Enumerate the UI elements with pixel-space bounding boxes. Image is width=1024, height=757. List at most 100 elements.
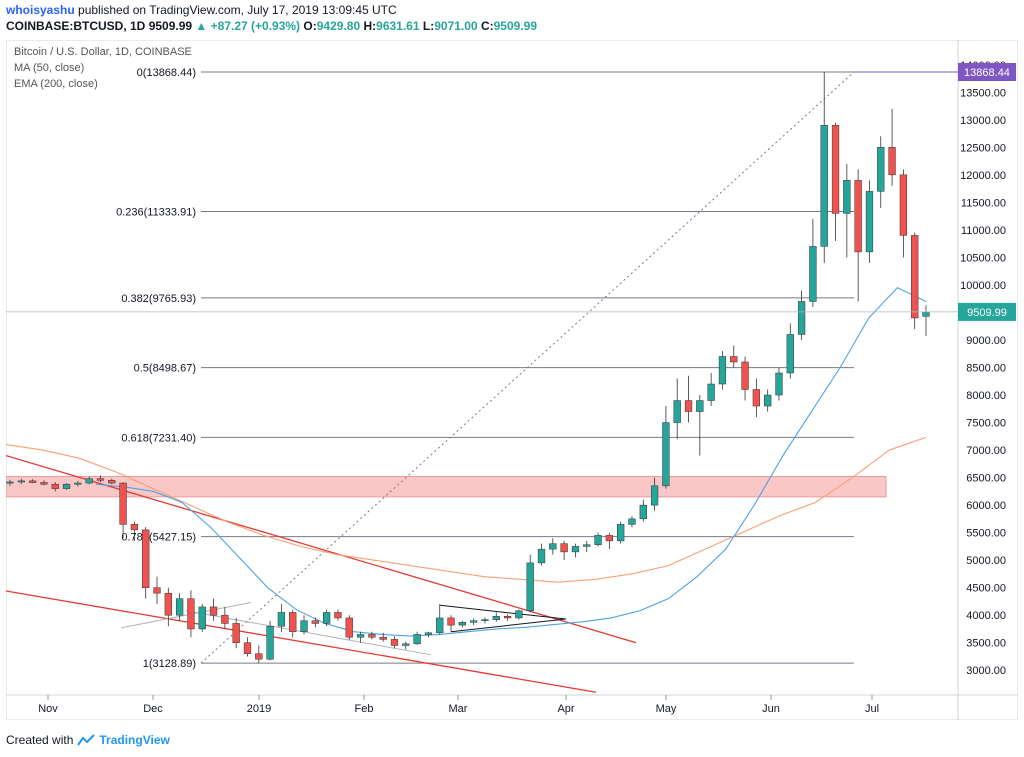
- candle-body: [40, 482, 48, 485]
- candle-body: [537, 548, 546, 564]
- y-tick-label: 8500.00: [966, 363, 1006, 375]
- x-tick-label: 2019: [247, 703, 271, 715]
- candle-body: [560, 543, 568, 553]
- chart-legend: Bitcoin / U.S. Dollar, 1D, COINBASE MA (…: [14, 44, 192, 92]
- candle-body: [809, 246, 817, 302]
- candle-body: [526, 562, 534, 612]
- candle-body: [356, 634, 365, 638]
- candle-body: [51, 483, 59, 489]
- published-text: published on TradingView.com, July 17, 2…: [78, 3, 397, 17]
- candle-body: [730, 356, 738, 363]
- candle-body: [243, 642, 252, 654]
- candle-body: [639, 504, 647, 520]
- y-tick-label: 5000.00: [966, 555, 1006, 567]
- y-tick-label: 7000.00: [966, 445, 1006, 457]
- x-tick-label: Jul: [865, 703, 879, 715]
- y-tick-label: 11500.00: [961, 197, 1006, 209]
- y-tick-label: 9000.00: [966, 335, 1006, 347]
- legend-ema[interactable]: EMA (200, close): [14, 78, 98, 90]
- candle-body: [797, 301, 806, 335]
- legend-ma[interactable]: MA (50, close): [14, 62, 85, 74]
- publish-line: whoisyashu published on TradingView.com,…: [6, 3, 397, 17]
- y-tick-label: 11000.00: [961, 225, 1006, 237]
- last-price: 9509.99: [148, 19, 193, 33]
- y-tick-label: 4500.00: [966, 583, 1006, 595]
- candle-body: [911, 235, 919, 319]
- high-price-tag-label: 13868.44: [964, 67, 1010, 79]
- symbol: COINBASE:BTCUSD, 1D: [6, 19, 146, 33]
- candle-body: [458, 622, 466, 626]
- candle-body: [888, 147, 896, 176]
- author-link[interactable]: whoisyashu: [6, 3, 75, 17]
- ma-50-line: [95, 287, 927, 637]
- candle-body: [322, 612, 331, 624]
- candle-body: [175, 598, 184, 616]
- candle-body: [402, 643, 410, 646]
- candle-body: [153, 587, 161, 594]
- y-tick-label: 10500.00: [960, 252, 1006, 264]
- x-tick-label: Apr: [557, 703, 574, 715]
- candle-body: [198, 606, 206, 630]
- last-price-tag: [958, 302, 1016, 321]
- candle-body: [922, 311, 930, 317]
- y-tick-label: 13000.00: [960, 115, 1006, 127]
- candle-body: [108, 480, 116, 484]
- y-tick-label: 12500.00: [960, 142, 1006, 154]
- candle-body: [549, 543, 557, 550]
- candle-body: [164, 592, 172, 616]
- fib-level-label: 0.786(5427.15): [121, 532, 196, 544]
- candle-body: [617, 524, 625, 542]
- high-value: 9631.61: [376, 19, 420, 33]
- candle-body: [865, 191, 874, 253]
- candle-body: [413, 634, 421, 645]
- candle-body: [85, 478, 93, 484]
- open-label: O:: [303, 19, 317, 33]
- x-tick-label: Mar: [449, 703, 468, 715]
- candle-body: [17, 480, 25, 483]
- candle-body: [684, 400, 693, 412]
- candle-body: [142, 529, 150, 588]
- candle-body: [379, 636, 387, 640]
- candle-body: [583, 544, 591, 547]
- candle-body: [334, 612, 342, 619]
- candle-body: [368, 634, 376, 638]
- resistance-zone: [6, 475, 887, 498]
- candle-body: [390, 639, 399, 646]
- fib-level-label: 0.5(8498.67): [134, 363, 196, 375]
- candle-body: [707, 383, 715, 401]
- x-tick-label: Jun: [762, 703, 780, 715]
- candle-body: [673, 400, 681, 423]
- price-chart[interactable]: 0(13868.44) 0.236(11333.91) 0.382(9765.93)…: [6, 40, 1018, 720]
- candle-body: [786, 334, 794, 374]
- candle-body: [515, 610, 523, 619]
- candle-body: [831, 125, 840, 214]
- y-tick-label: 5500.00: [966, 528, 1006, 540]
- candle-body: [424, 632, 433, 635]
- fib-level-label: 1(3128.89): [143, 658, 196, 670]
- descending-resistance-line: [6, 454, 637, 644]
- candle-body: [718, 356, 727, 385]
- candle-body: [843, 180, 851, 214]
- candle-body: [187, 598, 195, 630]
- candle-body: [775, 372, 783, 396]
- y-tick-label: 3000.00: [966, 665, 1006, 677]
- y-tick-label: 13500.00: [960, 87, 1006, 99]
- candle-body: [130, 524, 139, 531]
- candle-body: [820, 125, 828, 247]
- high-label: H:: [363, 19, 377, 33]
- candle-body: [854, 180, 862, 253]
- y-tick-label: 6000.00: [966, 500, 1006, 512]
- y-tick-label: 7500.00: [966, 418, 1006, 430]
- candle-body: [605, 535, 614, 542]
- candle-body: [899, 174, 908, 236]
- tradingview-link[interactable]: TradingView: [99, 733, 170, 747]
- candle-body: [628, 518, 636, 525]
- high-price-tag: [958, 63, 1016, 82]
- candle-body: [503, 616, 512, 619]
- candle-body: [877, 147, 885, 192]
- candle-body: [300, 620, 308, 632]
- candle-body: [311, 620, 319, 624]
- candle-body: [571, 546, 580, 553]
- candle-body: [96, 478, 105, 481]
- candle-body: [764, 394, 772, 407]
